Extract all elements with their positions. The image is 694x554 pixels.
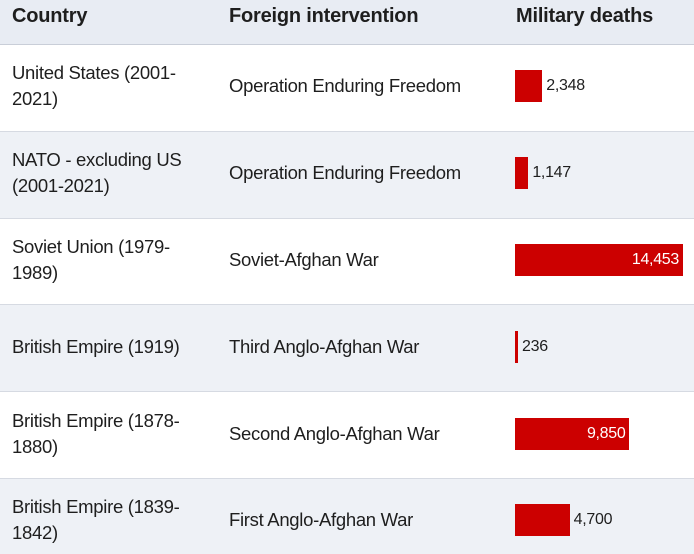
cell-country: United States (2001-2021)	[12, 62, 176, 110]
bar-cell: 4,700	[515, 504, 613, 537]
deaths-bar	[515, 330, 518, 363]
cell-intervention: Operation Enduring Freedom	[229, 75, 461, 97]
cell-intervention: Operation Enduring Freedom	[229, 162, 461, 184]
deaths-bar: 14,453	[515, 243, 683, 276]
deaths-value-label: 1,147	[532, 164, 571, 182]
deaths-value-label: 14,453	[631, 250, 679, 268]
cell-country: Soviet Union (1979-1989)	[12, 235, 170, 283]
bar-cell: 1,147	[515, 157, 571, 190]
bar-cell: 14,453	[515, 243, 683, 276]
cell-country: NATO - excluding US (2001-2021)	[12, 149, 182, 197]
table-row: NATO - excluding US (2001-2021) Operation…	[0, 131, 694, 219]
deaths-bar: 9,850	[515, 417, 630, 450]
deaths-value-label: 9,850	[586, 424, 626, 442]
bar-cell: 9,850	[515, 417, 630, 450]
table-row: British Empire (1919) Third Anglo-Afghan …	[0, 305, 694, 393]
header-deaths: Military deaths	[516, 5, 654, 27]
deaths-bar	[515, 157, 529, 190]
cell-intervention: Third Anglo-Afghan War	[229, 335, 420, 357]
table-row: Soviet Union (1979-1989) Soviet-Afghan Wa…	[0, 218, 694, 306]
bar-cell: 2,348	[515, 70, 585, 103]
header-intervention: Foreign intervention	[229, 5, 419, 27]
bar-cell: 236	[515, 330, 548, 363]
table-row: British Empire (1839-1842) First Anglo-Af…	[0, 479, 694, 554]
table-row: United States (2001-2021) Operation Endur…	[0, 45, 694, 132]
deaths-value-label: 4,700	[573, 511, 613, 529]
deaths-bar	[515, 504, 570, 537]
deaths-bar	[515, 70, 543, 103]
header-country: Country	[12, 5, 88, 27]
table-row: British Empire (1878-1880) Second Anglo-A…	[0, 392, 694, 479]
cell-country: British Empire (1839-1842)	[12, 496, 180, 544]
cell-country: British Empire (1878-1880)	[12, 409, 180, 457]
deaths-value-label: 236	[522, 337, 548, 355]
cell-intervention: Soviet-Afghan War	[229, 248, 379, 270]
cell-intervention: Second Anglo-Afghan War	[229, 422, 440, 444]
table-header: Country Foreign intervention Military de…	[0, 0, 694, 45]
cell-intervention: First Anglo-Afghan War	[229, 509, 413, 531]
deaths-value-label: 2,348	[546, 77, 585, 95]
cell-country: British Empire (1919)	[12, 335, 180, 357]
